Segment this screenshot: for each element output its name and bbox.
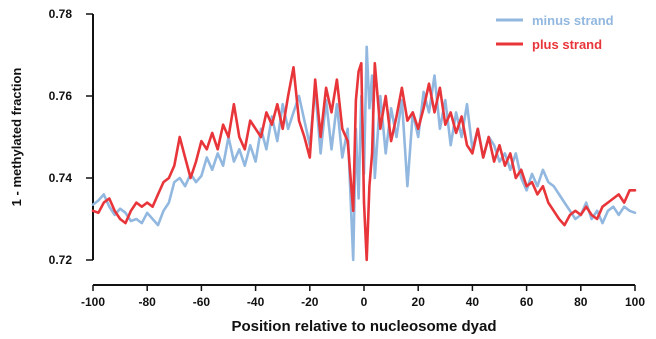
x-tick-label: 80 (574, 295, 588, 309)
y-ticks: 0.72 0.74 0.76 0.78 (49, 7, 93, 267)
x-tick-label: 40 (466, 295, 480, 309)
x-tick-label: 60 (520, 295, 534, 309)
x-tick-label: -100 (81, 295, 105, 309)
y-tick-label: 0.78 (49, 7, 73, 21)
series-line-plus-strand (91, 61, 637, 262)
x-tick-label: 100 (625, 295, 645, 309)
legend: minus strand plus strand (496, 13, 614, 52)
x-tick-label: -60 (193, 295, 211, 309)
y-axis-title: 1 - methylated fraction (9, 68, 24, 207)
x-tick-label: 0 (361, 295, 368, 309)
legend-label-plus-strand: plus strand (532, 37, 602, 52)
y-tick-label: 0.72 (49, 253, 73, 267)
legend-label-minus-strand: minus strand (532, 13, 614, 28)
y-tick-label: 0.76 (49, 89, 73, 103)
x-axis-title: Position relative to nucleosome dyad (231, 318, 496, 335)
y-tick-label: 0.74 (49, 171, 73, 185)
x-tick-label: -80 (139, 295, 157, 309)
x-tick-label: -40 (247, 295, 265, 309)
x-ticks: -100 -80 -60 -40 -20 0 20 40 60 80 100 (81, 285, 645, 309)
series-layer (91, 45, 637, 262)
x-tick-label: 20 (412, 295, 426, 309)
x-tick-label: -20 (301, 295, 319, 309)
